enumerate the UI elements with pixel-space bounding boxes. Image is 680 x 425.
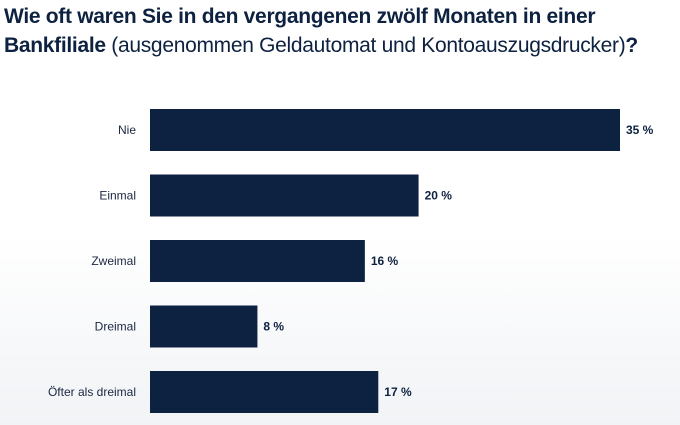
category-label: Nie	[118, 123, 136, 137]
category-label: Dreimal	[95, 320, 136, 334]
category-label: Zweimal	[91, 254, 136, 268]
bar	[150, 240, 365, 282]
title-part-1: Wie oft waren Sie in den vergangenen zwö…	[4, 5, 596, 28]
title-part-3: (ausgenommen Geldautomat und Kontoauszug…	[105, 34, 626, 57]
value-label: 16 %	[371, 254, 399, 268]
title-part-4: ?	[625, 34, 638, 57]
bar	[150, 109, 620, 151]
bar	[150, 305, 258, 348]
bar	[150, 174, 419, 217]
bar	[150, 371, 379, 413]
category-label: Öfter als dreimal	[48, 385, 136, 399]
value-label: 8 %	[263, 320, 284, 334]
chart-title: Wie oft waren Sie in den vergangenen zwö…	[4, 2, 676, 60]
value-label: 17 %	[384, 385, 412, 399]
value-label: 20 %	[425, 189, 453, 203]
title-part-2: Bankfiliale	[4, 34, 106, 57]
value-label: 35 %	[626, 123, 654, 137]
category-label: Einmal	[99, 189, 136, 203]
